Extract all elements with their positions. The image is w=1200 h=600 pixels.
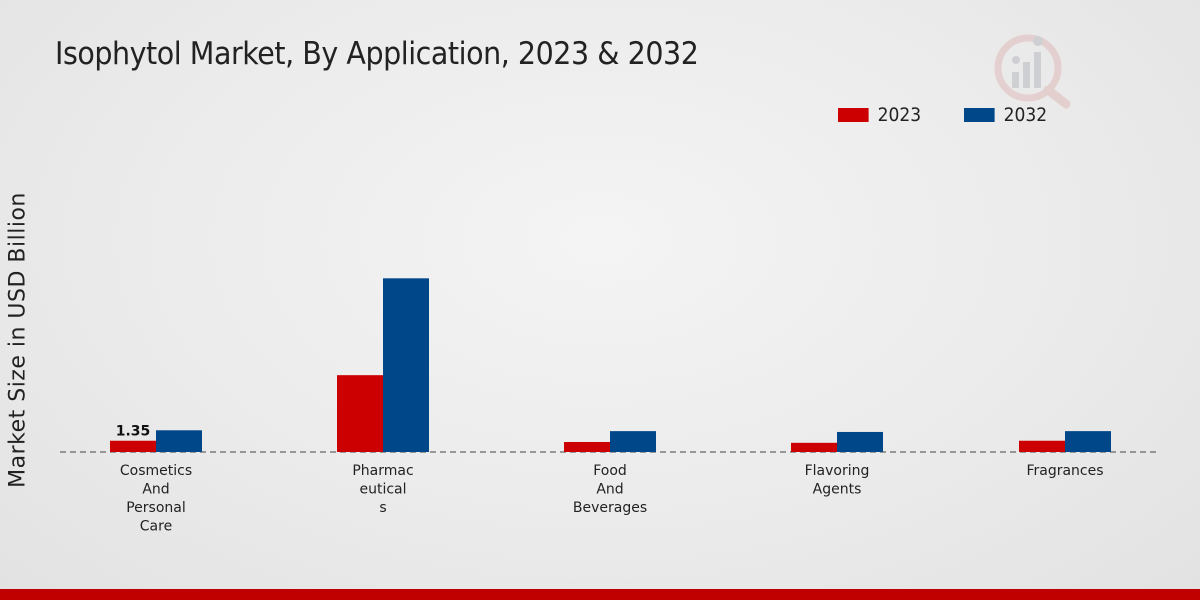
bar-2032-1 <box>383 278 429 452</box>
x-tick-label-line: Care <box>140 519 172 535</box>
data-label-0: 1.35 <box>116 424 151 440</box>
legend-item-2023: 2023 <box>838 104 921 126</box>
x-tick-label-line: Agents <box>813 482 862 498</box>
x-tick-label-3: Flavoring Agents <box>805 463 870 498</box>
legend-item-2032: 2032 <box>964 104 1047 126</box>
x-tick-label-line: Personal <box>126 500 186 516</box>
legend-label-2032: 2032 <box>1003 104 1048 126</box>
x-tick-label-line: Beverages <box>573 500 647 516</box>
bar-2023-2 <box>564 441 610 452</box>
bar-2023-1 <box>337 375 383 452</box>
footer-bar <box>0 589 1200 600</box>
bar-2023-0 <box>110 440 156 452</box>
x-tick-label-line: s <box>379 500 386 516</box>
x-tick-label-line: Cosmetics <box>120 463 192 479</box>
legend-label-2023: 2023 <box>877 104 922 126</box>
bar-2032-3 <box>837 431 883 452</box>
x-tick-label-line: Flavoring <box>805 463 870 479</box>
x-tick-label-2: Food And Beverages <box>573 463 647 516</box>
bar-2023-4 <box>1019 440 1065 452</box>
x-tick-label-4: Fragrances <box>1026 463 1103 479</box>
x-tick-label-1: Pharmac eutical s <box>352 463 413 516</box>
legend-swatch-2023 <box>838 108 869 122</box>
x-tick-label-line: Fragrances <box>1026 463 1103 479</box>
watermark-logo-icon <box>994 34 1071 109</box>
x-tick-label-line: Food <box>593 463 627 479</box>
chart-title: Isophytol Market, By Application, 2023 &… <box>55 36 699 72</box>
bar-2023-3 <box>791 442 837 452</box>
x-tick-label-line: Pharmac <box>352 463 413 479</box>
legend-swatch-2032 <box>964 108 995 122</box>
x-tick-label-line: And <box>142 482 169 498</box>
bar-2032-2 <box>610 431 656 452</box>
x-tick-label-line: And <box>596 482 623 498</box>
x-tick-label-0: Cosmetics And Personal Care <box>120 463 192 535</box>
bar-2032-0 <box>156 430 202 452</box>
bar-2032-4 <box>1065 431 1111 452</box>
legend: 2023 2032 <box>838 104 1057 126</box>
x-tick-label-line: eutical <box>359 482 406 498</box>
